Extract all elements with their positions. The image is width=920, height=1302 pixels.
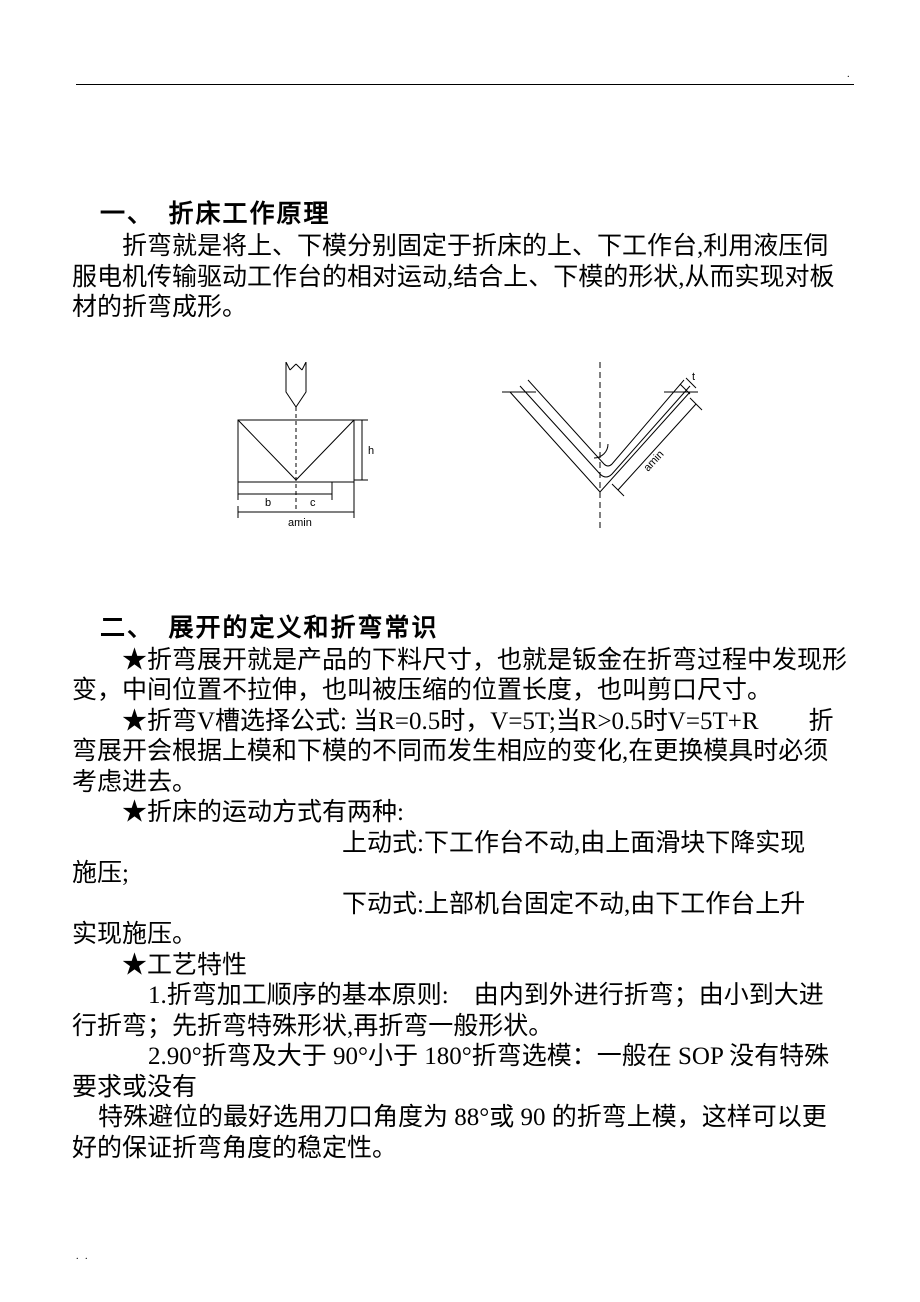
section-2-item2: 2.90°折弯及大于 90°小于 180°折弯选模：一般在 SOP 没有特殊要求…: [72, 1042, 848, 1103]
section-1-heading: 一、 折床工作原理: [100, 194, 848, 230]
section-2-star3: ★折床的运动方式有两种:: [72, 798, 848, 829]
diagram-row: b c h amin: [72, 362, 848, 542]
footer-dots: . .: [76, 1251, 90, 1262]
section-2-mode1a: 上动式:下工作台不动,由上面滑块下降实现: [72, 829, 848, 860]
diagram-left-label-b: b: [265, 497, 271, 509]
section-2-star2: ★折弯V槽选择公式: 当R=0.5时，V=5T;当R>0.5时V=5T+R 折弯…: [72, 707, 848, 799]
diagram-left: b c h amin: [210, 362, 400, 542]
corner-dot: ·: [847, 72, 850, 83]
document-content: 一、 折床工作原理 折弯就是将上、下模分别固定于折床的上、下工作台,利用液压伺服…: [72, 194, 848, 1164]
section-2-mode1b: 施压;: [72, 859, 848, 890]
section-2-mode2a: 下动式:上部机台固定不动,由下工作台上升: [72, 890, 848, 921]
section-2-mode2b: 实现施压。: [72, 920, 848, 951]
diagram-left-label-c: c: [310, 497, 316, 509]
diagram-left-label-h: h: [368, 445, 374, 457]
top-horizontal-rule: [76, 84, 854, 85]
diagram-right: t amin: [490, 362, 710, 542]
diagram-left-label-amin: amin: [288, 517, 312, 529]
section-2-item1: 1.折弯加工顺序的基本原则: 由内到外进行折弯；由小到大进行折弯；先折弯特殊形状…: [72, 981, 848, 1042]
section-2-heading: 二、 展开的定义和折弯常识: [100, 608, 848, 644]
section-2-item2b: 特殊避位的最好选用刀口角度为 88°或 90 的折弯上模，这样可以更好的保证折弯…: [72, 1103, 848, 1164]
section-2-star1: ★折弯展开就是产品的下料尺寸，也就是钣金在折弯过程中发现形变，中间位置不拉伸，也…: [72, 646, 848, 707]
section-1-body: 折弯就是将上、下模分别固定于折床的上、下工作台,利用液压伺服电机传输驱动工作台的…: [72, 232, 848, 324]
diagram-right-label-t: t: [692, 371, 695, 383]
diagram-right-label-amin: amin: [641, 448, 666, 474]
section-2-star4: ★工艺特性: [72, 951, 848, 982]
